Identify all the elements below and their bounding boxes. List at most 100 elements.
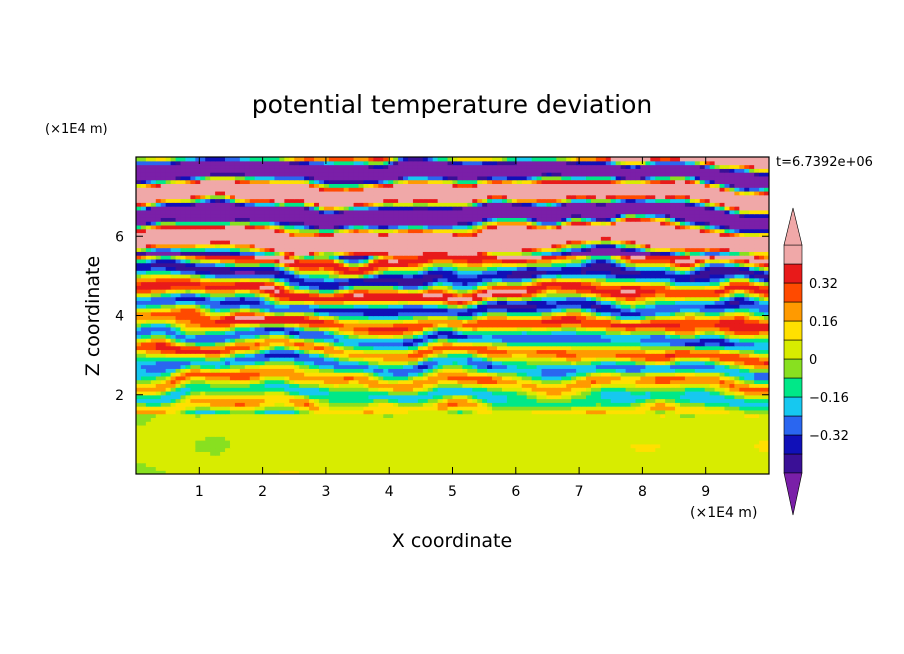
field-cell (294, 421, 300, 426)
field-cell (625, 458, 632, 464)
field-cell (739, 443, 745, 449)
field-cell (739, 428, 745, 434)
field-cell (309, 368, 315, 373)
field-cell (136, 379, 142, 385)
field-cell (437, 349, 444, 354)
field-cell (289, 447, 295, 452)
field-cell (254, 409, 261, 415)
field-cell (185, 360, 191, 366)
field-cell (576, 428, 582, 434)
field-cell (373, 436, 379, 441)
field-cell (279, 349, 285, 354)
field-cell (378, 406, 384, 411)
field-cell (358, 466, 365, 471)
field-cell (417, 383, 424, 388)
field-cell (620, 451, 627, 456)
field-cell (764, 402, 769, 407)
field-cell (467, 447, 473, 452)
field-cell (600, 447, 607, 452)
field-cell (353, 330, 360, 335)
field-cell (660, 387, 666, 392)
field-cell (477, 341, 483, 347)
field-cell (655, 326, 661, 332)
field-cell (165, 338, 172, 343)
field-cell (353, 372, 360, 377)
field-cell (521, 447, 528, 452)
field-cell (432, 383, 439, 388)
field-cell (254, 436, 261, 441)
field-cell (220, 387, 226, 392)
field-cell (516, 368, 523, 373)
field-cell (492, 428, 498, 434)
field-cell (516, 341, 523, 347)
field-cell (368, 357, 374, 362)
field-cell (304, 334, 310, 339)
field-cell (660, 462, 666, 468)
field-cell (462, 372, 468, 377)
field-cell (239, 455, 246, 460)
field-cell (368, 390, 374, 396)
field-cell (358, 394, 365, 400)
field-cell (279, 341, 285, 347)
field-cell (195, 428, 201, 434)
field-cell (492, 436, 498, 441)
field-cell (205, 349, 211, 354)
field-cell (615, 440, 622, 445)
field-cell (679, 406, 686, 411)
field-cell (497, 390, 503, 396)
field-cell (140, 349, 147, 354)
field-cell (625, 372, 632, 377)
field-cell (610, 360, 617, 366)
field-cell (487, 466, 493, 471)
field-cell (546, 372, 553, 377)
field-cell (333, 451, 340, 456)
field-cell (566, 409, 572, 415)
field-cell (284, 466, 290, 471)
field-cell (482, 455, 488, 460)
field-cell (239, 466, 246, 471)
field-cell (704, 451, 711, 456)
field-cell (635, 383, 642, 388)
field-cell (561, 349, 567, 354)
field-cell (759, 360, 765, 366)
field-cell (447, 387, 454, 392)
field-cell (442, 455, 449, 460)
field-cell (625, 353, 632, 358)
field-cell (655, 455, 661, 460)
field-cell (200, 375, 206, 381)
field-cell (195, 466, 201, 471)
field-cell (323, 451, 330, 456)
field-cell (136, 326, 142, 332)
field-cell (595, 466, 602, 471)
field-cell (254, 375, 261, 381)
field-cell (541, 447, 548, 452)
field-cell (492, 364, 498, 369)
field-cell (373, 372, 379, 377)
field-cell (566, 390, 572, 396)
field-cell (363, 345, 370, 351)
field-cell (254, 357, 261, 362)
field-cell (328, 466, 335, 471)
field-cell (358, 409, 365, 415)
field-cell (739, 326, 745, 332)
field-cell (338, 394, 345, 400)
field-cell (170, 398, 177, 403)
field-cell (229, 372, 236, 377)
field-cell (328, 334, 335, 339)
field-cell (516, 402, 523, 407)
field-cell (630, 360, 637, 366)
field-cell (704, 394, 711, 400)
field-cell (383, 440, 389, 445)
field-cell (160, 458, 167, 464)
field-cell (660, 398, 666, 403)
field-cell (442, 357, 449, 362)
field-cell (556, 372, 562, 377)
field-cell (699, 436, 706, 441)
field-cell (590, 375, 597, 381)
field-cell (338, 424, 345, 430)
field-cell (531, 443, 538, 449)
field-cell (373, 334, 379, 339)
field-cell (699, 451, 706, 456)
field-cell (234, 394, 241, 400)
field-cell (576, 406, 582, 411)
